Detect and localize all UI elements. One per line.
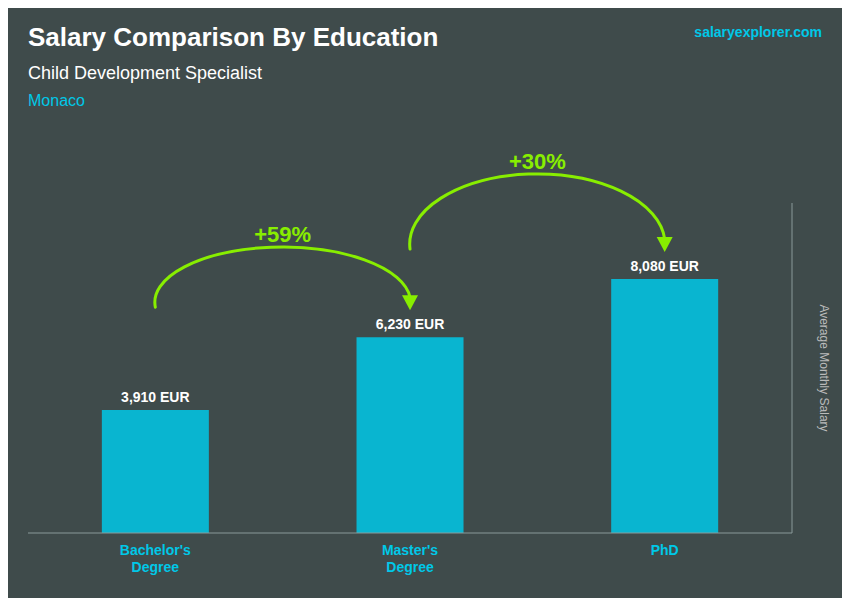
html-text:Child Development Specialist: Child Development Specialist xyxy=(28,63,263,83)
svg-text:6,230 EUR: 6,230 EUR xyxy=(376,316,444,332)
svg-text:+30%: +30% xyxy=(509,149,566,174)
svg-text:Bachelor'sDegree: Bachelor'sDegree xyxy=(120,542,191,575)
html-text:salaryexplorer.com: salaryexplorer.com xyxy=(694,24,822,40)
svg-text:Average Monthly Salary: Average Monthly Salary xyxy=(817,304,831,431)
html-text:Monaco: Monaco xyxy=(28,92,85,109)
svg-text:+59%: +59% xyxy=(254,222,311,247)
svg-text:PhD: PhD xyxy=(651,542,679,558)
svg-text:3,910 EUR: 3,910 EUR xyxy=(121,389,189,405)
svg-text:Master'sDegree: Master'sDegree xyxy=(382,542,438,575)
html-text:Salary Comparison By Education: Salary Comparison By Education xyxy=(28,22,439,52)
svg-text:8,080 EUR: 8,080 EUR xyxy=(630,258,698,274)
